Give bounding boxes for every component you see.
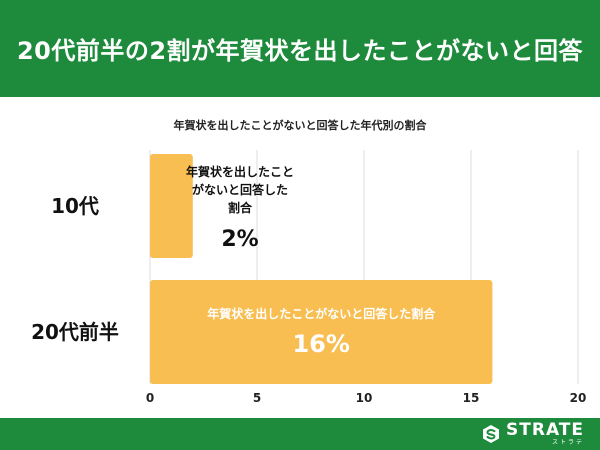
bar-chart: 0 5 10 15 2010代年賀状を出したことがないと回答した割合2%20代前半年賀状… — [31, 150, 587, 405]
x-tick-label: 15 — [463, 391, 480, 405]
category-label: 10代 — [51, 194, 99, 218]
category-label: 20代前半 — [31, 320, 119, 344]
bar-caption: 年賀状を出したことがないと回答した割合 — [207, 306, 436, 321]
brand-logo: STRATE ストラテ — [481, 421, 584, 447]
footer-bar: STRATE ストラテ — [0, 418, 600, 450]
header-banner: 20代前半の2割が年賀状を出したことがないと回答 — [0, 0, 600, 97]
chart-title: 年賀状を出したことがないと回答した年代別の割合 — [173, 119, 427, 132]
bar-caption: 年賀状を出したこと — [186, 164, 294, 179]
data-label: 2% — [221, 227, 258, 252]
bar-caption: 割合 — [228, 200, 253, 215]
x-tick-label: 5 — [253, 391, 261, 405]
x-tick-label: 20 — [570, 391, 587, 405]
x-tick-label: 0 — [146, 391, 154, 405]
logo-text: STRATE — [506, 420, 584, 440]
bar — [150, 154, 193, 258]
data-label: 16% — [292, 330, 349, 358]
page-title: 20代前半の2割が年賀状を出したことがないと回答 — [16, 37, 584, 65]
x-tick-label: 10 — [356, 391, 373, 405]
bar-caption: がないと回答した — [192, 182, 288, 197]
logo-subtext: ストラテ — [551, 439, 584, 446]
strate-logo-icon — [483, 425, 500, 443]
bar — [150, 280, 493, 384]
